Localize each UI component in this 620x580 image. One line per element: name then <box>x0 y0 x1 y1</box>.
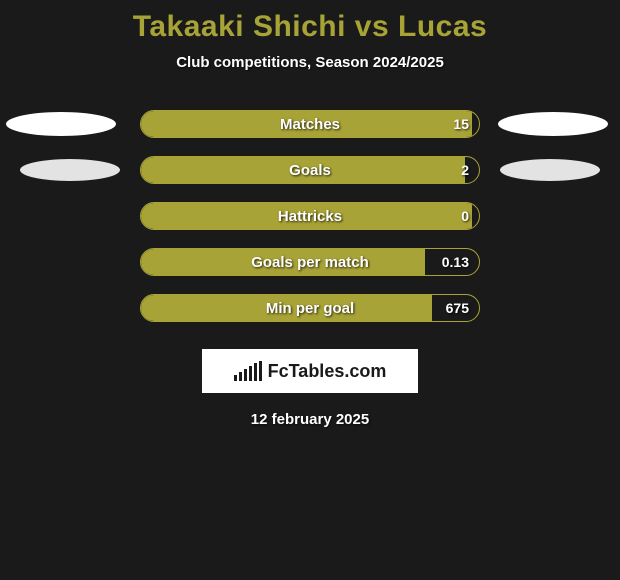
subtitle: Club competitions, Season 2024/2025 <box>0 54 620 71</box>
player-avatar-placeholder-right <box>498 112 608 136</box>
logo-bar-segment <box>234 375 237 381</box>
stat-bar: Goals per match0.13 <box>140 248 480 276</box>
stat-bar-fill <box>141 295 432 321</box>
stat-rows: Matches15 Goals2 Hattricks0 Goals per match… <box>0 101 620 331</box>
stat-bar-fill <box>141 111 472 137</box>
stat-row: Hattricks0 <box>0 193 620 239</box>
stat-bar-fill <box>141 157 465 183</box>
stat-bar-fill <box>141 249 425 275</box>
player-avatar-placeholder-left <box>20 159 120 181</box>
logo-bar-segment <box>244 369 247 381</box>
stat-row: Goals per match0.13 <box>0 239 620 285</box>
logo-box: FcTables.com <box>202 349 418 393</box>
logo-bar-segment <box>259 361 262 381</box>
logo-bar-segment <box>254 363 257 381</box>
stat-value: 0.13 <box>442 249 469 275</box>
stat-row: Matches15 <box>0 101 620 147</box>
logo-text: FcTables.com <box>268 361 387 382</box>
date-label: 12 february 2025 <box>0 411 620 428</box>
stat-row: Min per goal675 <box>0 285 620 331</box>
page-title: Takaaki Shichi vs Lucas <box>0 10 620 44</box>
player-avatar-placeholder-left <box>6 112 116 136</box>
stat-bar: Min per goal675 <box>140 294 480 322</box>
comparison-infographic: Takaaki Shichi vs Lucas Club competition… <box>0 0 620 428</box>
logo-bar-segment <box>249 366 252 381</box>
logo-bar-segment <box>239 372 242 381</box>
stat-bar-fill <box>141 203 472 229</box>
stat-value: 675 <box>446 295 469 321</box>
stat-bar: Matches15 <box>140 110 480 138</box>
stat-row: Goals2 <box>0 147 620 193</box>
stat-bar: Hattricks0 <box>140 202 480 230</box>
logo-chart-icon <box>234 361 262 381</box>
stat-bar: Goals2 <box>140 156 480 184</box>
player-avatar-placeholder-right <box>500 159 600 181</box>
